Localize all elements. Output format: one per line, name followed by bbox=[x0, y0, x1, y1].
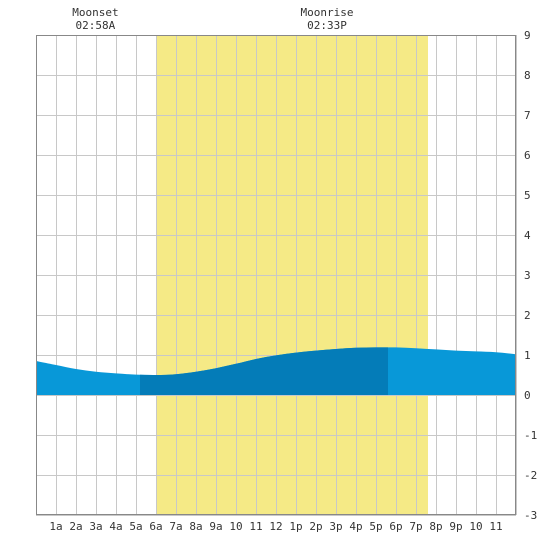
x-tick-label: 1p bbox=[289, 520, 302, 533]
x-tick-label: 5p bbox=[369, 520, 382, 533]
y-tick-labels: 9 8 7 6 5 4 3 2 1 0 -1 -2 -3 bbox=[524, 29, 537, 522]
x-tick-labels: 1a 2a 3a 4a 5a 6a 7a 8a 9a 10 11 12 1p 2p 3p 4p 5p 6p 7p 8p… bbox=[49, 520, 502, 533]
y-tick-label: 1 bbox=[524, 349, 531, 362]
x-tick-label: 10 bbox=[229, 520, 242, 533]
grid-layer bbox=[36, 35, 517, 516]
y-tick-label: 7 bbox=[524, 109, 531, 122]
x-tick-label: 8p bbox=[429, 520, 442, 533]
y-tick-label: -3 bbox=[524, 509, 537, 522]
y-tick-label: 9 bbox=[524, 29, 531, 42]
x-tick-label: 11 bbox=[489, 520, 502, 533]
plot-frame-layer bbox=[36, 35, 516, 515]
annotation-label: Moonrise bbox=[301, 6, 354, 19]
annotation-time: 02:58A bbox=[76, 19, 116, 32]
x-tick-label: 4p bbox=[349, 520, 362, 533]
annotation-time: 02:33P bbox=[307, 19, 347, 32]
y-tick-label: 0 bbox=[524, 389, 531, 402]
y-tick-label: 8 bbox=[524, 69, 531, 82]
x-tick-label: 9a bbox=[209, 520, 222, 533]
y-tick-label: -2 bbox=[524, 469, 537, 482]
y-tick-label: 2 bbox=[524, 309, 531, 322]
x-tick-label: 12 bbox=[269, 520, 282, 533]
y-tick-label: 5 bbox=[524, 189, 531, 202]
plot-frame bbox=[36, 35, 516, 515]
x-tick-label: 7a bbox=[169, 520, 182, 533]
x-tick-label: 4a bbox=[109, 520, 122, 533]
x-tick-label: 6p bbox=[389, 520, 402, 533]
x-tick-label: 3p bbox=[329, 520, 342, 533]
x-tick-label: 10 bbox=[469, 520, 482, 533]
x-tick-label: 9p bbox=[449, 520, 462, 533]
y-tick-label: 3 bbox=[524, 269, 531, 282]
x-tick-label: 1a bbox=[49, 520, 62, 533]
x-tick-label: 5a bbox=[129, 520, 142, 533]
x-tick-label: 7p bbox=[409, 520, 422, 533]
y-tick-label: 6 bbox=[524, 149, 531, 162]
x-tick-label: 11 bbox=[249, 520, 262, 533]
y-tick-label: 4 bbox=[524, 229, 531, 242]
annotation-label: Moonset bbox=[72, 6, 118, 19]
x-tick-label: 3a bbox=[89, 520, 102, 533]
x-tick-label: 6a bbox=[149, 520, 162, 533]
x-tick-label: 8a bbox=[189, 520, 202, 533]
y-tick-label: -1 bbox=[524, 429, 537, 442]
x-tick-label: 2p bbox=[309, 520, 322, 533]
x-tick-label: 2a bbox=[69, 520, 82, 533]
